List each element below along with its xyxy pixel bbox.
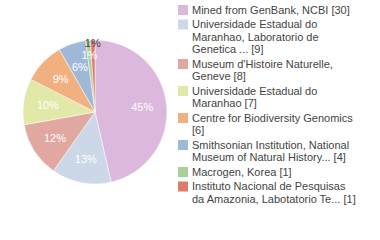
- data-label: 45%: [131, 101, 153, 113]
- slices: [23, 40, 167, 184]
- legend-item: Macrogen, Korea [1]: [178, 166, 292, 178]
- legend-label-line: Universidade Estadual do: [192, 18, 317, 30]
- legend-item: Centre for Biodiversity Genomics[6]: [178, 112, 353, 137]
- legend-label: Centre for Biodiversity Genomics[6]: [192, 112, 353, 137]
- legend-label: Mined from GenBank, NCBI [30]: [192, 4, 350, 16]
- legend-item: Universidade Estadual doMaranhao, Labora…: [178, 18, 319, 55]
- legend-swatch: [178, 20, 188, 30]
- legend-swatch: [178, 167, 188, 177]
- legend-swatch: [178, 86, 188, 96]
- legend-label: Instituto Nacional de Pesquisasda Amazon…: [192, 180, 356, 205]
- legend-label-line: Maranhao [7]: [192, 97, 257, 109]
- legend-swatch: [178, 5, 188, 15]
- legend: Mined from GenBank, NCBI [30] Universidad…: [178, 4, 356, 205]
- legend-swatch: [178, 182, 188, 192]
- legend-item: Mined from GenBank, NCBI [30]: [178, 4, 350, 16]
- data-label: 12%: [44, 132, 66, 144]
- data-label: 6%: [72, 61, 88, 73]
- legend-label: Universidade Estadual doMaranhao, Labora…: [192, 18, 319, 55]
- legend-label-line: Smithsonian Institution, National: [192, 139, 349, 151]
- legend-swatch: [178, 113, 188, 123]
- legend-label: Macrogen, Korea [1]: [192, 166, 292, 178]
- chart-container: 45%13%12%10%9%6%1%1%Mined from GenBank, …: [0, 0, 380, 240]
- legend-label-line: da Amazonia, Labotatorio Te... [1]: [192, 193, 356, 205]
- legend-item: Universidade Estadual doMaranhao [7]: [178, 85, 317, 110]
- legend-label-line: Macrogen, Korea [1]: [192, 166, 292, 178]
- legend-label-line: Mined from GenBank, NCBI [30]: [192, 4, 350, 16]
- legend-label: Museum d'Histoire Naturelle,Geneve [8]: [192, 58, 333, 83]
- chart-svg: 45%13%12%10%9%6%1%1%Mined from GenBank, …: [0, 0, 380, 240]
- legend-swatch: [178, 59, 188, 69]
- legend-item: Instituto Nacional de Pesquisasda Amazon…: [178, 180, 356, 205]
- legend-label-line: Maranhao, Laboratorio de: [192, 31, 319, 43]
- legend-label-line: Museum d'Histoire Naturelle,: [192, 58, 333, 70]
- legend-label-line: Museum of Natural History... [4]: [192, 151, 346, 163]
- data-label: 9%: [53, 73, 69, 85]
- legend-swatch: [178, 140, 188, 150]
- legend-label: Smithsonian Institution, NationalMuseum …: [192, 139, 349, 164]
- legend-label-line: Genetica ... [9]: [192, 43, 264, 55]
- legend-label-line: Centre for Biodiversity Genomics: [192, 112, 353, 124]
- data-label: 1%: [81, 49, 97, 61]
- legend-label-line: Universidade Estadual do: [192, 85, 317, 97]
- legend-label: Universidade Estadual doMaranhao [7]: [192, 85, 317, 110]
- data-label: 1%: [85, 37, 101, 49]
- data-labels: 45%13%12%10%9%6%1%1%: [37, 37, 153, 165]
- legend-item: Smithsonian Institution, NationalMuseum …: [178, 139, 349, 164]
- legend-label-line: [6]: [192, 124, 204, 136]
- legend-label-line: Geneve [8]: [192, 70, 246, 82]
- data-label: 10%: [37, 99, 59, 111]
- data-label: 13%: [75, 153, 97, 165]
- legend-item: Museum d'Histoire Naturelle,Geneve [8]: [178, 58, 333, 83]
- legend-label-line: Instituto Nacional de Pesquisas: [192, 180, 346, 192]
